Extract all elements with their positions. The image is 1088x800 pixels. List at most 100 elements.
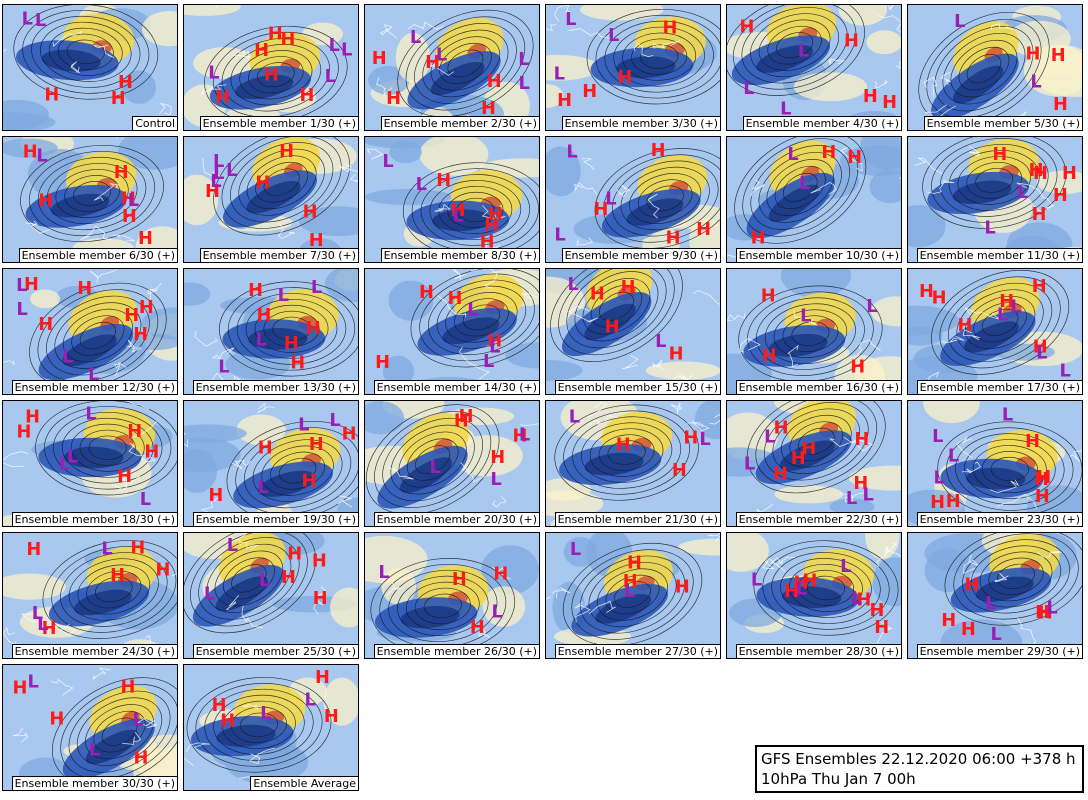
- high-pressure-label: H: [669, 345, 684, 365]
- ensemble-panel[interactable]: H H H L L Ensemble member 21/30 (+): [545, 400, 721, 527]
- ensemble-panel[interactable]: H H H H L L L Ensemble member 30/30 (+): [2, 664, 178, 791]
- low-pressure-label: L: [985, 594, 996, 614]
- ensemble-panel[interactable]: H H H H L L L Ensemble member 4/30 (+): [726, 4, 902, 131]
- low-pressure-label: L: [213, 152, 224, 172]
- ensemble-panel[interactable]: H H H H L L L Ensemble member 20/30 (+): [364, 400, 540, 527]
- ensemble-panel[interactable]: H H H H H L L L L Ensemble member 2/30 (+): [364, 4, 540, 131]
- high-pressure-label: H: [257, 306, 272, 326]
- low-pressure-label: L: [260, 704, 271, 724]
- panel-caption: Ensemble member 12/30 (+): [11, 380, 177, 394]
- ensemble-panel[interactable]: H H H H H H L L Ensemble member 6/30 (+): [2, 136, 178, 263]
- high-pressure-label: H: [621, 278, 636, 298]
- ensemble-panel[interactable]: H H H H H L L L L Ensemble member 18/30 (+): [2, 400, 178, 527]
- panel-caption: Ensemble member 4/30 (+): [742, 116, 901, 130]
- high-pressure-label: H: [484, 215, 499, 235]
- high-pressure-label: H: [315, 668, 330, 688]
- ensemble-panel[interactable]: H H H H H L L L L Ensemble member 7/30 (+): [183, 136, 359, 263]
- ensemble-panel[interactable]: H H H H H L L L Ensemble member 29/30 (+): [907, 532, 1083, 659]
- high-pressure-label: H: [627, 553, 642, 573]
- ensemble-panel[interactable]: H H H H H L L L Ensemble member 8/30 (+): [364, 136, 540, 263]
- low-pressure-label: L: [764, 427, 775, 447]
- high-pressure-label: H: [557, 91, 572, 111]
- ensemble-panel[interactable]: H H H H H L L L Ensemble member 19/30 (+): [183, 400, 359, 527]
- high-pressure-label: H: [946, 492, 961, 512]
- ensemble-panel[interactable]: H H H H L L L Ensemble member 9/30 (+): [545, 136, 721, 263]
- high-pressure-label: H: [882, 93, 897, 113]
- low-pressure-label: L: [519, 426, 530, 446]
- high-pressure-label: H: [874, 618, 889, 638]
- high-pressure-label: H: [761, 287, 776, 307]
- high-pressure-label: H: [616, 436, 631, 456]
- high-pressure-label: H: [651, 141, 666, 161]
- ensemble-panel[interactable]: H H H H H H L L L L Ensemble member 17/30 (+): [907, 268, 1083, 395]
- ensemble-panel[interactable]: H H H L L Ensemble member 16/30 (+): [726, 268, 902, 395]
- high-pressure-label: H: [324, 707, 339, 727]
- low-pressure-label: L: [554, 65, 565, 85]
- high-pressure-label: H: [255, 174, 270, 194]
- high-pressure-label: H: [454, 411, 469, 431]
- low-pressure-label: L: [416, 175, 427, 195]
- high-pressure-label: H: [932, 289, 947, 309]
- ensemble-panel[interactable]: H H H L L Ensemble member 26/30 (+): [364, 532, 540, 659]
- panel-caption: Ensemble member 19/30 (+): [192, 512, 358, 526]
- ensemble-panel[interactable]: H H H H H L L L Ensemble member 24/30 (+): [2, 532, 178, 659]
- low-pressure-label: L: [28, 673, 39, 693]
- high-pressure-label: H: [372, 49, 387, 69]
- high-pressure-label: H: [1032, 277, 1047, 297]
- ensemble-panel[interactable]: H H H H H H L L L L Ensemble member 1/30 (+): [183, 4, 359, 131]
- low-pressure-label: L: [213, 164, 224, 184]
- high-pressure-label: H: [675, 578, 690, 598]
- high-pressure-label: H: [342, 425, 357, 445]
- high-pressure-label: H: [1026, 44, 1041, 64]
- ensemble-panel[interactable]: H H H H L L Ensemble Average: [183, 664, 359, 791]
- low-pressure-label: L: [554, 226, 565, 246]
- high-pressure-label: H: [1038, 604, 1053, 624]
- ensemble-panel[interactable]: H H H H L L L Ensemble member 25/30 (+): [183, 532, 359, 659]
- high-pressure-label: H: [208, 486, 223, 506]
- low-pressure-label: L: [16, 300, 27, 320]
- high-pressure-label: H: [144, 443, 159, 463]
- ensemble-panel[interactable]: H H H H H H L L L L Ensemble member 23/30 (+): [907, 400, 1083, 527]
- high-pressure-label: H: [1029, 161, 1044, 181]
- high-pressure-label: H: [124, 306, 139, 326]
- high-pressure-label: H: [122, 207, 137, 227]
- high-pressure-label: H: [919, 282, 934, 302]
- low-pressure-label: L: [1017, 183, 1028, 203]
- low-pressure-label: L: [796, 579, 807, 599]
- low-pressure-label: L: [226, 161, 237, 181]
- high-pressure-label: H: [1053, 95, 1068, 115]
- ensemble-panel[interactable]: H H H H H H L L L L Ensemble member 28/30 (+): [726, 532, 902, 659]
- ensemble-panel[interactable]: H H H L L Ensemble member 5/30 (+): [907, 4, 1083, 131]
- low-pressure-label: L: [851, 589, 862, 609]
- ensemble-panel[interactable]: H H H H H H L L Ensemble member 11/30 (+): [907, 136, 1083, 263]
- high-pressure-label: H: [930, 493, 945, 513]
- ensemble-panel[interactable]: H H H L L Control: [2, 4, 178, 131]
- panel-caption: Ensemble member 2/30 (+): [380, 116, 539, 130]
- low-pressure-label: L: [1046, 598, 1057, 618]
- ensemble-panel[interactable]: H H H H L L L Ensemble member 3/30 (+): [545, 4, 721, 131]
- low-pressure-label: L: [429, 458, 440, 478]
- ensemble-panel[interactable]: H H H L L Ensemble member 27/30 (+): [545, 532, 721, 659]
- low-pressure-label: L: [1002, 406, 1013, 426]
- high-pressure-label: H: [290, 354, 305, 374]
- high-pressure-label: H: [306, 319, 321, 339]
- ensemble-panel[interactable]: H H H H L L Ensemble member 15/30 (+): [545, 268, 721, 395]
- ensemble-panel[interactable]: H H H H H H L L L L Ensemble member 22/30 (+): [726, 400, 902, 527]
- low-pressure-label: L: [489, 337, 500, 357]
- high-pressure-label: H: [220, 712, 235, 732]
- high-pressure-label: H: [488, 205, 503, 225]
- high-pressure-label: H: [791, 449, 806, 469]
- ensemble-panel[interactable]: H H H H H L L L L Ensemble member 13/30 (+): [183, 268, 359, 395]
- ensemble-panel[interactable]: H H H H L L L Ensemble member 14/30 (+): [364, 268, 540, 395]
- low-pressure-label: L: [59, 455, 70, 475]
- ensemble-panel[interactable]: H H H L L Ensemble member 10/30 (+): [726, 136, 902, 263]
- ensemble-panel[interactable]: H H H H H H L L L L Ensemble member 12/30 (+): [2, 268, 178, 395]
- panel-map: H H H L L: [727, 269, 901, 394]
- forecast-run-label: GFS Ensembles 22.12.2020 06:00 +378 h: [761, 750, 1076, 768]
- low-pressure-label: L: [948, 446, 959, 466]
